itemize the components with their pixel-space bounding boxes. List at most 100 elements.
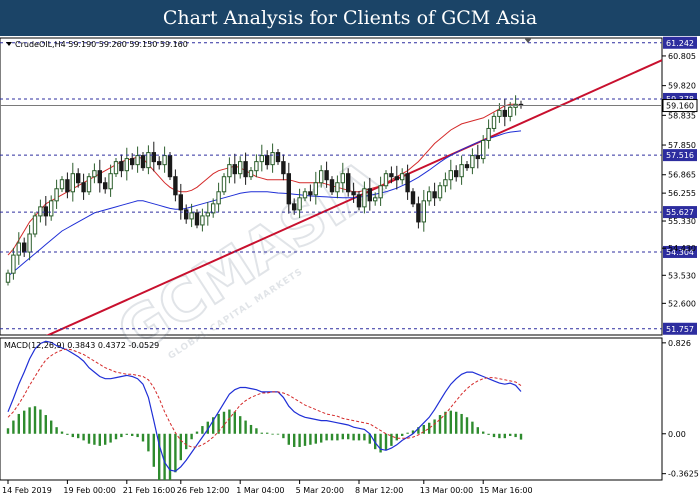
candle-body	[410, 191, 416, 205]
macd-histogram-bar	[217, 413, 220, 434]
macd-histogram-bar	[341, 433, 344, 440]
candle-body	[216, 191, 221, 205]
candle-body	[200, 215, 205, 226]
candle-body	[184, 209, 189, 220]
price-plot	[5, 59, 662, 335]
macd-histogram-bar	[287, 433, 290, 445]
macd-histogram-bar	[39, 409, 42, 434]
ma-slow-line	[7, 130, 522, 277]
candle-body	[151, 152, 157, 163]
macd-histogram-bar	[6, 428, 10, 434]
candle-body	[464, 164, 470, 169]
macd-histogram-bar	[147, 433, 150, 452]
candle-body	[38, 206, 43, 217]
time-tick-label: 1 Mar 04:00	[236, 486, 284, 495]
macd-histogram-bar	[152, 433, 155, 467]
macd-tick-label: 0.00	[668, 430, 686, 439]
banner: Chart Analysis for Clients of GCM Asia	[0, 0, 700, 36]
macd-histogram-bar	[465, 417, 469, 434]
macd-histogram-bar	[487, 433, 490, 435]
macd-histogram-bar	[249, 424, 253, 434]
macd-histogram-bar	[293, 433, 296, 447]
current-price-box	[662, 99, 698, 113]
candle-body	[270, 152, 275, 166]
candle-body	[11, 254, 16, 274]
candle-body	[470, 155, 475, 169]
candle-body	[86, 176, 92, 193]
candle-body	[103, 182, 108, 190]
candle-body	[243, 161, 248, 178]
macd-histogram-bar	[244, 420, 247, 434]
time-tick-label: 13 Mar 00:00	[420, 486, 473, 495]
macd-histogram-bar	[44, 415, 47, 434]
candle-body	[27, 233, 32, 253]
candle-body	[448, 170, 454, 181]
macd-histogram-bar	[222, 411, 226, 434]
macd-histogram-bar	[195, 431, 199, 434]
macd-histogram-bar	[492, 433, 496, 438]
candle-body	[135, 155, 140, 166]
candle-body	[259, 155, 265, 163]
candle-body	[394, 176, 400, 181]
candle-body	[486, 127, 491, 142]
macd-histogram-bar	[158, 433, 161, 480]
candle-body	[351, 191, 356, 196]
candle-body	[162, 155, 167, 166]
macd-histogram-bar	[276, 433, 280, 435]
macd-histogram-bar	[422, 424, 425, 434]
candle-body	[508, 106, 513, 117]
candle-body	[292, 203, 297, 211]
candle-body	[43, 206, 48, 217]
macd-histogram-bar	[33, 406, 37, 434]
time-tick-label: 5 Mar 20:00	[296, 486, 344, 495]
candle-body	[319, 170, 324, 184]
macd-axis: 0.826 0.00 -0.3625	[662, 339, 699, 479]
candle-body	[383, 173, 389, 187]
macd-histogram-bar	[514, 433, 517, 438]
macd-histogram-bar	[55, 427, 58, 434]
candle-body	[76, 173, 81, 184]
macd-histogram-bar	[390, 433, 393, 446]
candle-body	[157, 161, 162, 166]
macd-histogram-bar	[498, 433, 501, 439]
candle-body	[5, 272, 11, 283]
level-label: 51.757	[666, 325, 694, 334]
level-label-box	[663, 206, 697, 219]
candle-body	[324, 170, 329, 181]
macd-histogram-bar	[325, 433, 328, 441]
time-tick-label: 15 Mar 16:00	[479, 486, 532, 495]
macd-histogram-bar	[260, 432, 263, 434]
candle-body	[211, 203, 216, 214]
macd-histogram-bar	[395, 433, 398, 441]
macd-histogram-bar	[66, 433, 69, 435]
candle-body	[124, 158, 129, 172]
macd-histogram-bar	[314, 433, 317, 444]
macd-histogram-bar	[233, 411, 236, 434]
macd-plot	[6, 340, 523, 480]
symbol-menu-icon[interactable]	[6, 42, 12, 46]
macd-histogram-bar	[212, 417, 215, 434]
chart-canvas: GCMASIA GLOBAL CAPITAL MARKETS 61.24259.…	[0, 36, 699, 495]
price-axis: 60.805 59.820 58.835 57.850 56.865 56.255 55.3…	[662, 52, 696, 308]
macd-histogram-bar	[12, 420, 15, 434]
candle-body	[281, 161, 286, 175]
candle-body	[459, 164, 464, 178]
candle-body	[49, 200, 54, 217]
level-label-box	[663, 149, 697, 162]
candle-body	[491, 115, 497, 129]
candle-body	[119, 161, 124, 172]
candle-body	[378, 185, 383, 199]
price-tick-label: 59.820	[668, 82, 696, 91]
macd-histogram-bar	[352, 433, 355, 441]
candle-body	[437, 185, 443, 199]
level-label: 57.516	[666, 151, 694, 160]
time-tick-label: 26 Feb 12:00	[177, 486, 229, 495]
candle-body	[59, 179, 65, 190]
candle-body	[297, 197, 302, 211]
candle-body	[194, 212, 200, 226]
macd-histogram-bar	[109, 433, 112, 443]
macd-histogram-bar	[509, 433, 512, 436]
macd-histogram-bar	[228, 409, 231, 434]
candle-body	[400, 173, 405, 181]
macd-histogram-bar	[266, 432, 269, 434]
